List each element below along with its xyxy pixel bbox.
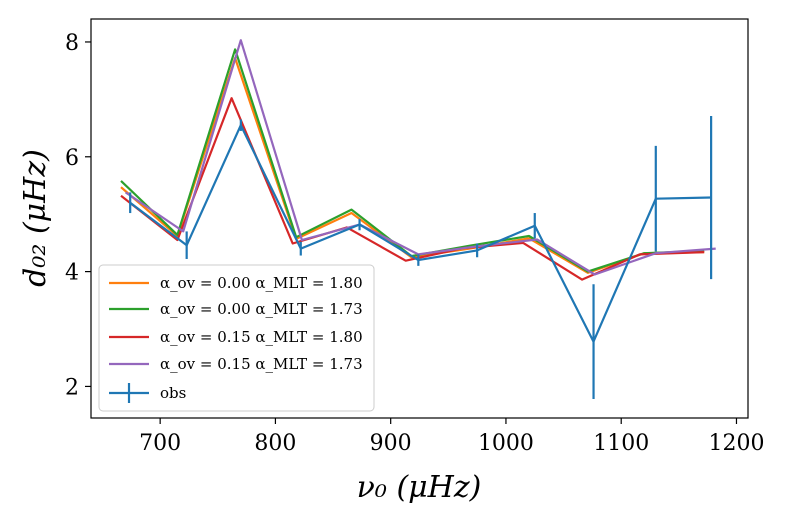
legend-label-5: obs: [160, 384, 186, 402]
x-tick-label: 1200: [708, 431, 764, 456]
legend-label-3: α_ov = 0.15 α_MLT = 1.80: [160, 328, 363, 346]
y-axis-label: d₀₂ (μHz): [18, 149, 53, 287]
y-tick-label: 6: [65, 146, 79, 171]
legend-label-4: α_ov = 0.15 α_MLT = 1.73: [160, 355, 363, 373]
y-ticks: 2 4 6 8: [65, 31, 91, 400]
legend: α_ov = 0.00 α_MLT = 1.80 α_ov = 0.00 α_ML…: [98, 264, 375, 412]
x-axis-label: ν₀ (μHz): [357, 470, 482, 505]
y-tick-label: 8: [65, 31, 79, 56]
y-tick-label: 4: [65, 261, 79, 286]
x-tick-label: 1100: [593, 431, 649, 456]
legend-box: [98, 264, 375, 412]
x-tick-label: 700: [139, 431, 181, 456]
x-tick-label: 900: [370, 431, 412, 456]
x-tick-label: 800: [254, 431, 296, 456]
legend-label-2: α_ov = 0.00 α_MLT = 1.73: [160, 300, 363, 318]
legend-entries: α_ov = 0.00 α_MLT = 1.80 α_ov = 0.00 α_ML…: [109, 274, 363, 403]
legend-label-1: α_ov = 0.00 α_MLT = 1.80: [160, 274, 363, 292]
plot-frame: [90, 18, 749, 419]
x-tick-label: 1000: [478, 431, 534, 456]
x-ticks: 700 800 900 1000 1100 1200: [139, 418, 764, 456]
observations-layer: [129, 116, 713, 400]
y-tick-label: 2: [65, 375, 79, 400]
